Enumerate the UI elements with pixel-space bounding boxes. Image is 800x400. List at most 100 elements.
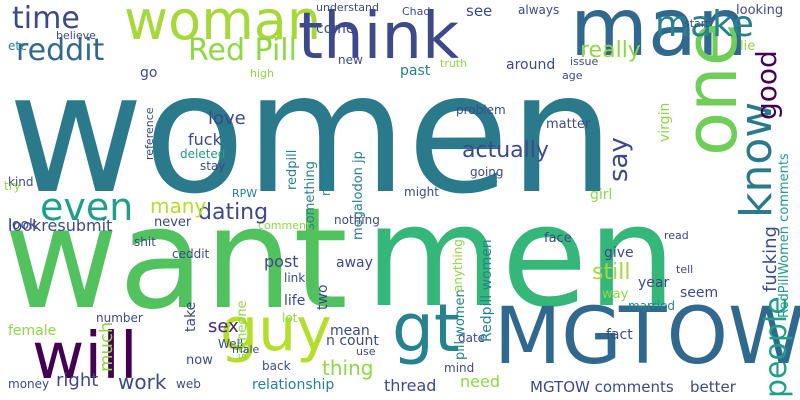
cloud-word: still	[592, 260, 631, 285]
cloud-word: MGTOW	[494, 292, 800, 382]
cloud-word: good	[750, 50, 783, 120]
cloud-word: RPW	[232, 187, 258, 200]
cloud-word: believe	[56, 29, 96, 42]
cloud-word: lot	[282, 311, 298, 325]
cloud-word: ceddit	[172, 247, 210, 261]
cloud-word: thread	[384, 376, 437, 395]
cloud-word: comment	[258, 219, 311, 232]
cloud-word: really	[580, 38, 641, 63]
cloud-word: n count	[326, 333, 379, 349]
cloud-word: pill women	[453, 289, 468, 360]
cloud-word: work	[118, 370, 167, 394]
cloud-word: tell	[676, 263, 694, 276]
cloud-word: post	[264, 252, 299, 271]
cloud-word: woman	[124, 0, 322, 52]
cloud-word: relationship	[252, 377, 335, 393]
cloud-word: shit	[134, 235, 156, 249]
cloud-word: gt	[392, 290, 460, 367]
cloud-word: etc	[8, 39, 27, 53]
cloud-word: Well	[218, 337, 244, 351]
cloud-word: actually	[462, 138, 549, 163]
cloud-word: redpill	[285, 149, 300, 190]
cloud-word: many	[150, 194, 207, 218]
cloud-word: lookresubmit	[8, 216, 113, 235]
cloud-word: away	[336, 255, 373, 271]
cloud-word: past	[400, 63, 431, 79]
cloud-word: nothing	[334, 213, 380, 227]
cloud-word: year	[638, 275, 670, 291]
cloud-word: love	[208, 108, 246, 129]
cloud-word: web	[176, 377, 201, 391]
cloud-word: reddit	[16, 33, 105, 68]
cloud-word: MGTOW comments	[530, 378, 674, 396]
cloud-word: will	[32, 320, 138, 394]
cloud-word: never	[154, 215, 192, 230]
cloud-word: want	[4, 178, 348, 341]
cloud-word: kind	[8, 175, 34, 189]
cloud-word: matter	[546, 117, 591, 132]
cloud-word: fuck	[188, 130, 222, 149]
cloud-word: look	[8, 217, 38, 233]
cloud-word: deleted	[180, 147, 226, 161]
cloud-word: take	[183, 301, 199, 332]
cloud-word: much	[96, 321, 117, 372]
cloud-word: link	[284, 271, 306, 285]
cloud-word: women	[8, 38, 615, 231]
cloud-word: mind	[444, 361, 475, 375]
cloud-word: male	[232, 343, 260, 356]
cloud-word: better	[690, 378, 736, 396]
cloud-word: Redpill women	[479, 239, 495, 342]
cloud-word: always	[518, 3, 560, 17]
cloud-word: need	[460, 372, 500, 391]
cloud-word: right	[56, 370, 99, 391]
cloud-word: say	[604, 137, 634, 182]
cloud-word: life	[284, 293, 306, 309]
cloud-word: time	[12, 1, 80, 36]
cloud-word: use	[356, 345, 376, 358]
cloud-word: now	[186, 353, 213, 368]
cloud-word: two	[315, 284, 331, 310]
cloud-word: anything	[451, 239, 465, 292]
cloud-word: around	[506, 57, 556, 73]
cloud-word: way	[602, 287, 629, 302]
cloud-word: mean	[330, 323, 370, 339]
cloud-word: stay	[200, 159, 226, 173]
cloud-word: read	[664, 229, 689, 242]
cloud-word: number	[96, 311, 143, 325]
cloud-word: think	[298, 0, 460, 74]
cloud-word: even	[40, 185, 134, 229]
cloud-word: men	[365, 176, 677, 339]
cloud-word: man	[570, 0, 748, 74]
cloud-word: sex	[208, 316, 239, 337]
cloud-word: guy	[220, 295, 332, 365]
cloud-word: age	[562, 69, 583, 82]
cloud-word: try	[4, 179, 21, 193]
cloud-word: Red Pill	[188, 33, 297, 68]
cloud-word: going	[470, 165, 504, 179]
cloud-word: high	[250, 67, 274, 80]
cloud-word: married	[628, 299, 676, 313]
cloud-word: Chad	[402, 5, 431, 18]
cloud-word: reason	[319, 155, 333, 196]
cloud-word: new	[338, 53, 363, 67]
cloud-word: back	[262, 359, 291, 373]
cloud-word: money	[8, 377, 50, 391]
cloud-word: dating	[198, 200, 269, 225]
cloud-word: female	[8, 323, 57, 339]
cloud-word: problem	[456, 103, 506, 117]
cloud-word: looking	[736, 3, 784, 18]
cloud-word: start	[684, 17, 710, 30]
cloud-word: go	[140, 65, 158, 81]
cloud-word: girl	[590, 187, 613, 203]
cloud-word: virgin	[657, 102, 673, 142]
cloud-word: date	[458, 331, 486, 345]
cloud-word: might	[404, 185, 439, 199]
cloud-word: truth	[440, 57, 468, 70]
cloud-word: RedPillWomen comments	[777, 153, 792, 318]
cloud-word: understand	[316, 1, 379, 14]
cloud-word: seem	[680, 285, 719, 301]
cloud-word: thing	[322, 356, 374, 380]
cloud-word: give	[604, 245, 634, 261]
cloud-word: reference	[143, 107, 156, 160]
